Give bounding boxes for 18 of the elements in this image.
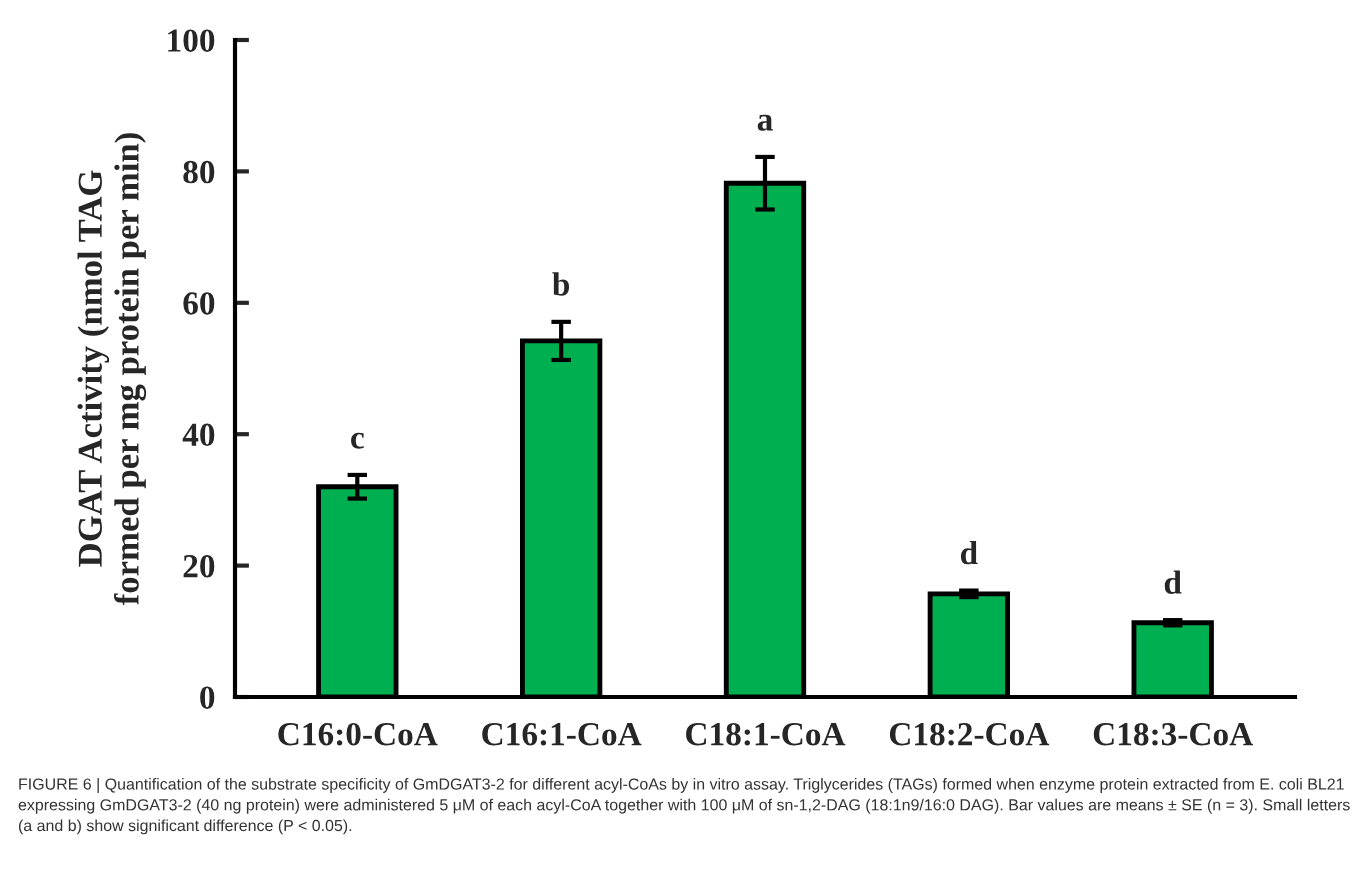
annotation: b [552, 272, 570, 296]
x-tick-label: C18:1-CoA [686, 722, 846, 746]
x-tick-label: C18:3-CoA [1093, 722, 1253, 746]
annotation: d [960, 540, 978, 565]
y-tick-label: 100 [168, 29, 215, 52]
x-tick-label: C18:2-CoA [889, 722, 1050, 746]
y-tick-label: 20 [183, 555, 215, 578]
x-tick-label: C16:1-CoA [482, 723, 642, 746]
x-tick-label: C16:0-CoA [278, 722, 438, 746]
annotation: c [351, 432, 364, 449]
annotation: d [1164, 570, 1182, 594]
y-tick-label: 60 [183, 292, 215, 315]
y-tick-label: 0 [200, 686, 215, 709]
y-tick-label: 80 [183, 160, 215, 184]
caption: FIGURE 6 | Quantification of the substrate specificity of GmDGAT3-2 for different acyl-CoAs by in vitro assay. Triglycerides (TAGs) formed when enzyme protein extracted from E. coli BL21 expressing GmDGAT3-2 (40 ng protein) were administered 5 μM of each acyl-CoA together with 100 μM of sn-1,2-DAG (18:1n9/16:0 DAG). Bar values are means ± SE (n = 3). Small letters (a and b) show significant difference (P < 0.05). [18, 778, 1350, 835]
y-tick-label: 40 [182, 423, 215, 447]
y-axis-title: DGAT Activity (nmol TAG formed per mg protein per min) [77, 133, 147, 606]
annotation: a [757, 114, 773, 131]
